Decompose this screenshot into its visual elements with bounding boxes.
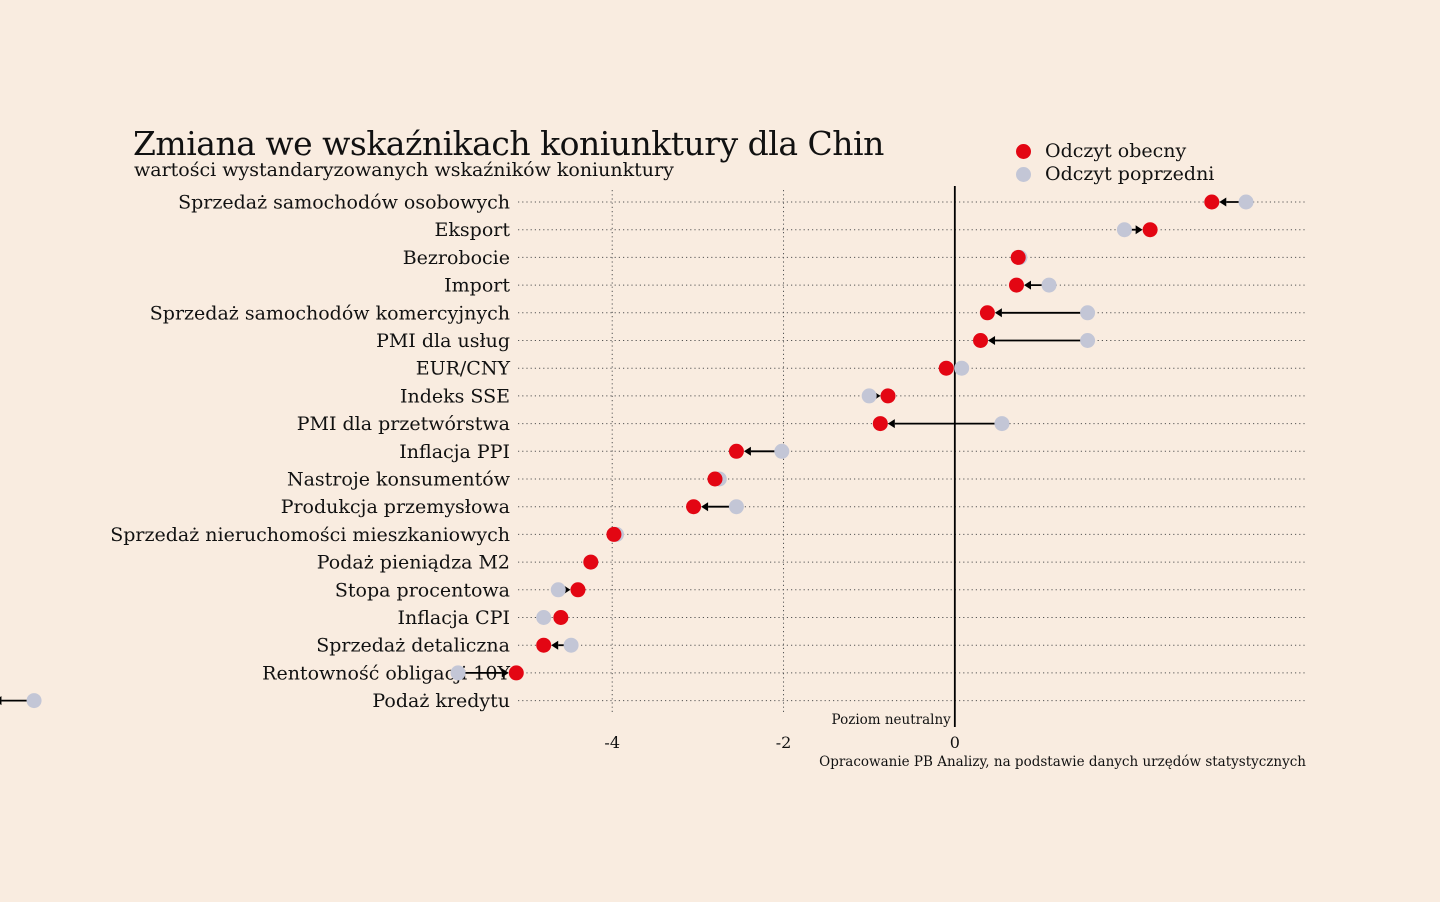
legend-label-previous: Odczyt poprzedni	[1045, 163, 1215, 185]
category-label-stopa-procentowa: Stopa procentowa	[335, 579, 510, 601]
change-arrow-head-eksport	[1135, 225, 1143, 235]
current-dot-nastroje-konsumentow	[707, 471, 723, 487]
category-label-pmi-dla-uslug: PMI dla usług	[376, 330, 510, 352]
current-dot-inflacja-cpi	[553, 610, 569, 625]
category-label-sprzedaz-nieruchomosci-mieszkaniowych: Sprzedaż nieruchomości mieszkaniowych	[110, 524, 510, 546]
previous-dot-pmi-dla-uslug	[1080, 333, 1096, 348]
change-arrow-head-pmi-dla-uslug	[988, 336, 996, 345]
current-dot-sprzedaz-nieruchomosci-mieszkaniowych	[606, 526, 622, 542]
current-dot-eur-cny	[938, 360, 954, 376]
previous-dot-rentownosc-obligacji-10y	[450, 665, 466, 681]
change-arrow-head-produkcja-przemyslowa	[701, 502, 709, 512]
current-dot-indeks-sse	[880, 388, 896, 404]
category-label-inflacja-cpi: Inflacja CPI	[398, 607, 510, 629]
previous-dot-import	[1041, 277, 1057, 293]
legend-item-current: Odczyt obecny	[1016, 140, 1186, 162]
legend-marker-previous	[1016, 166, 1031, 182]
category-label-podaz-kredytu: Podaż kredytu	[372, 690, 510, 712]
previous-dot-sprzedaz-samochodow-osobowych	[1238, 194, 1254, 210]
previous-dot-sprzedaz-samochodow-komercyjnych	[1080, 305, 1096, 321]
legend-marker-current	[1016, 143, 1031, 159]
change-arrow-head-rentownosc-obligacji-10y	[501, 668, 509, 678]
category-label-sprzedaz-samochodow-komercyjnych: Sprzedaż samochodów komercyjnych	[150, 302, 510, 324]
current-dot-podaz-pieniadza-m2	[583, 554, 599, 570]
change-arrow-head-import	[1023, 280, 1031, 290]
category-label-inflacja-ppi: Inflacja PPI	[399, 441, 510, 463]
previous-dot-eur-cny	[954, 360, 970, 376]
x-tick-label: -2	[776, 733, 792, 752]
category-label-import: Import	[444, 275, 510, 297]
previous-dot-pmi-dla-przetworstwa	[994, 416, 1010, 432]
current-dot-stopa-procentowa	[570, 582, 586, 598]
category-label-pmi-dla-przetworstwa: PMI dla przetwórstwa	[297, 413, 510, 435]
current-dot-bezrobocie	[1010, 249, 1026, 265]
current-dot-pmi-dla-przetworstwa	[872, 416, 888, 432]
current-dot-import	[1008, 277, 1024, 293]
category-label-sprzedaz-detaliczna: Sprzedaż detaliczna	[316, 635, 510, 657]
previous-dot-eksport	[1116, 222, 1132, 238]
neutral-level-label: Poziom neutralny	[832, 712, 952, 728]
category-label-rentownosc-obligacji-10y: Rentowność obligacji 10Y	[262, 662, 510, 684]
category-label-eksport: Eksport	[435, 219, 511, 241]
previous-dot-indeks-sse	[861, 388, 877, 404]
current-dot-sprzedaz-samochodow-osobowych	[1204, 194, 1220, 210]
legend-label-current: Odczyt obecny	[1045, 140, 1187, 162]
category-label-sprzedaz-samochodow-osobowych: Sprzedaż samochodów osobowych	[178, 192, 510, 214]
change-arrow-head-sprzedaz-samochodow-osobowych	[1219, 197, 1227, 207]
previous-dot-sprzedaz-detaliczna	[563, 637, 579, 653]
current-dot-rentownosc-obligacji-10y	[508, 665, 524, 681]
chart-subtitle: wartości wystandaryzowanych wskaźników k…	[134, 159, 674, 181]
source-note: Opracowanie PB Analizy, na podstawie dan…	[819, 754, 1306, 770]
x-tick-label: 0	[950, 733, 960, 752]
current-dot-inflacja-ppi	[728, 443, 744, 459]
category-label-podaz-pieniadza-m2: Podaż pieniądza M2	[317, 552, 510, 574]
current-dot-eksport	[1142, 222, 1158, 238]
current-dot-produkcja-przemyslowa	[686, 499, 702, 515]
previous-dot-inflacja-ppi	[774, 443, 790, 459]
change-arrow-head-pmi-dla-przetworstwa	[887, 419, 895, 429]
category-label-indeks-sse: Indeks SSE	[400, 385, 510, 407]
current-dot-sprzedaz-samochodow-komercyjnych	[979, 305, 995, 321]
change-arrow-head-inflacja-ppi	[743, 446, 751, 456]
previous-dot-stopa-procentowa	[550, 582, 566, 598]
category-label-bezrobocie: Bezrobocie	[403, 247, 510, 269]
current-dot-sprzedaz-detaliczna	[536, 637, 552, 653]
change-arrow-head-sprzedaz-samochodow-komercyjnych	[994, 308, 1002, 318]
x-tick-label: -4	[604, 733, 620, 752]
category-label-nastroje-konsumentow: Nastroje konsumentów	[287, 469, 511, 491]
category-label-eur-cny: EUR/CNY	[416, 358, 511, 380]
previous-dot-produkcja-przemyslowa	[728, 499, 744, 515]
previous-dot-inflacja-cpi	[536, 610, 552, 625]
current-dot-pmi-dla-uslug	[973, 333, 989, 348]
change-arrow-head-sprzedaz-detaliczna	[551, 640, 559, 650]
change-arrow-head-podaz-kredytu	[0, 696, 2, 706]
legend-item-previous: Odczyt poprzedni	[1016, 163, 1214, 185]
previous-dot-podaz-kredytu	[26, 693, 42, 709]
category-label-produkcja-przemyslowa: Produkcja przemysłowa	[281, 496, 510, 518]
chart-title: Zmiana we wskaźnikach koniunktury dla Ch…	[133, 124, 884, 163]
